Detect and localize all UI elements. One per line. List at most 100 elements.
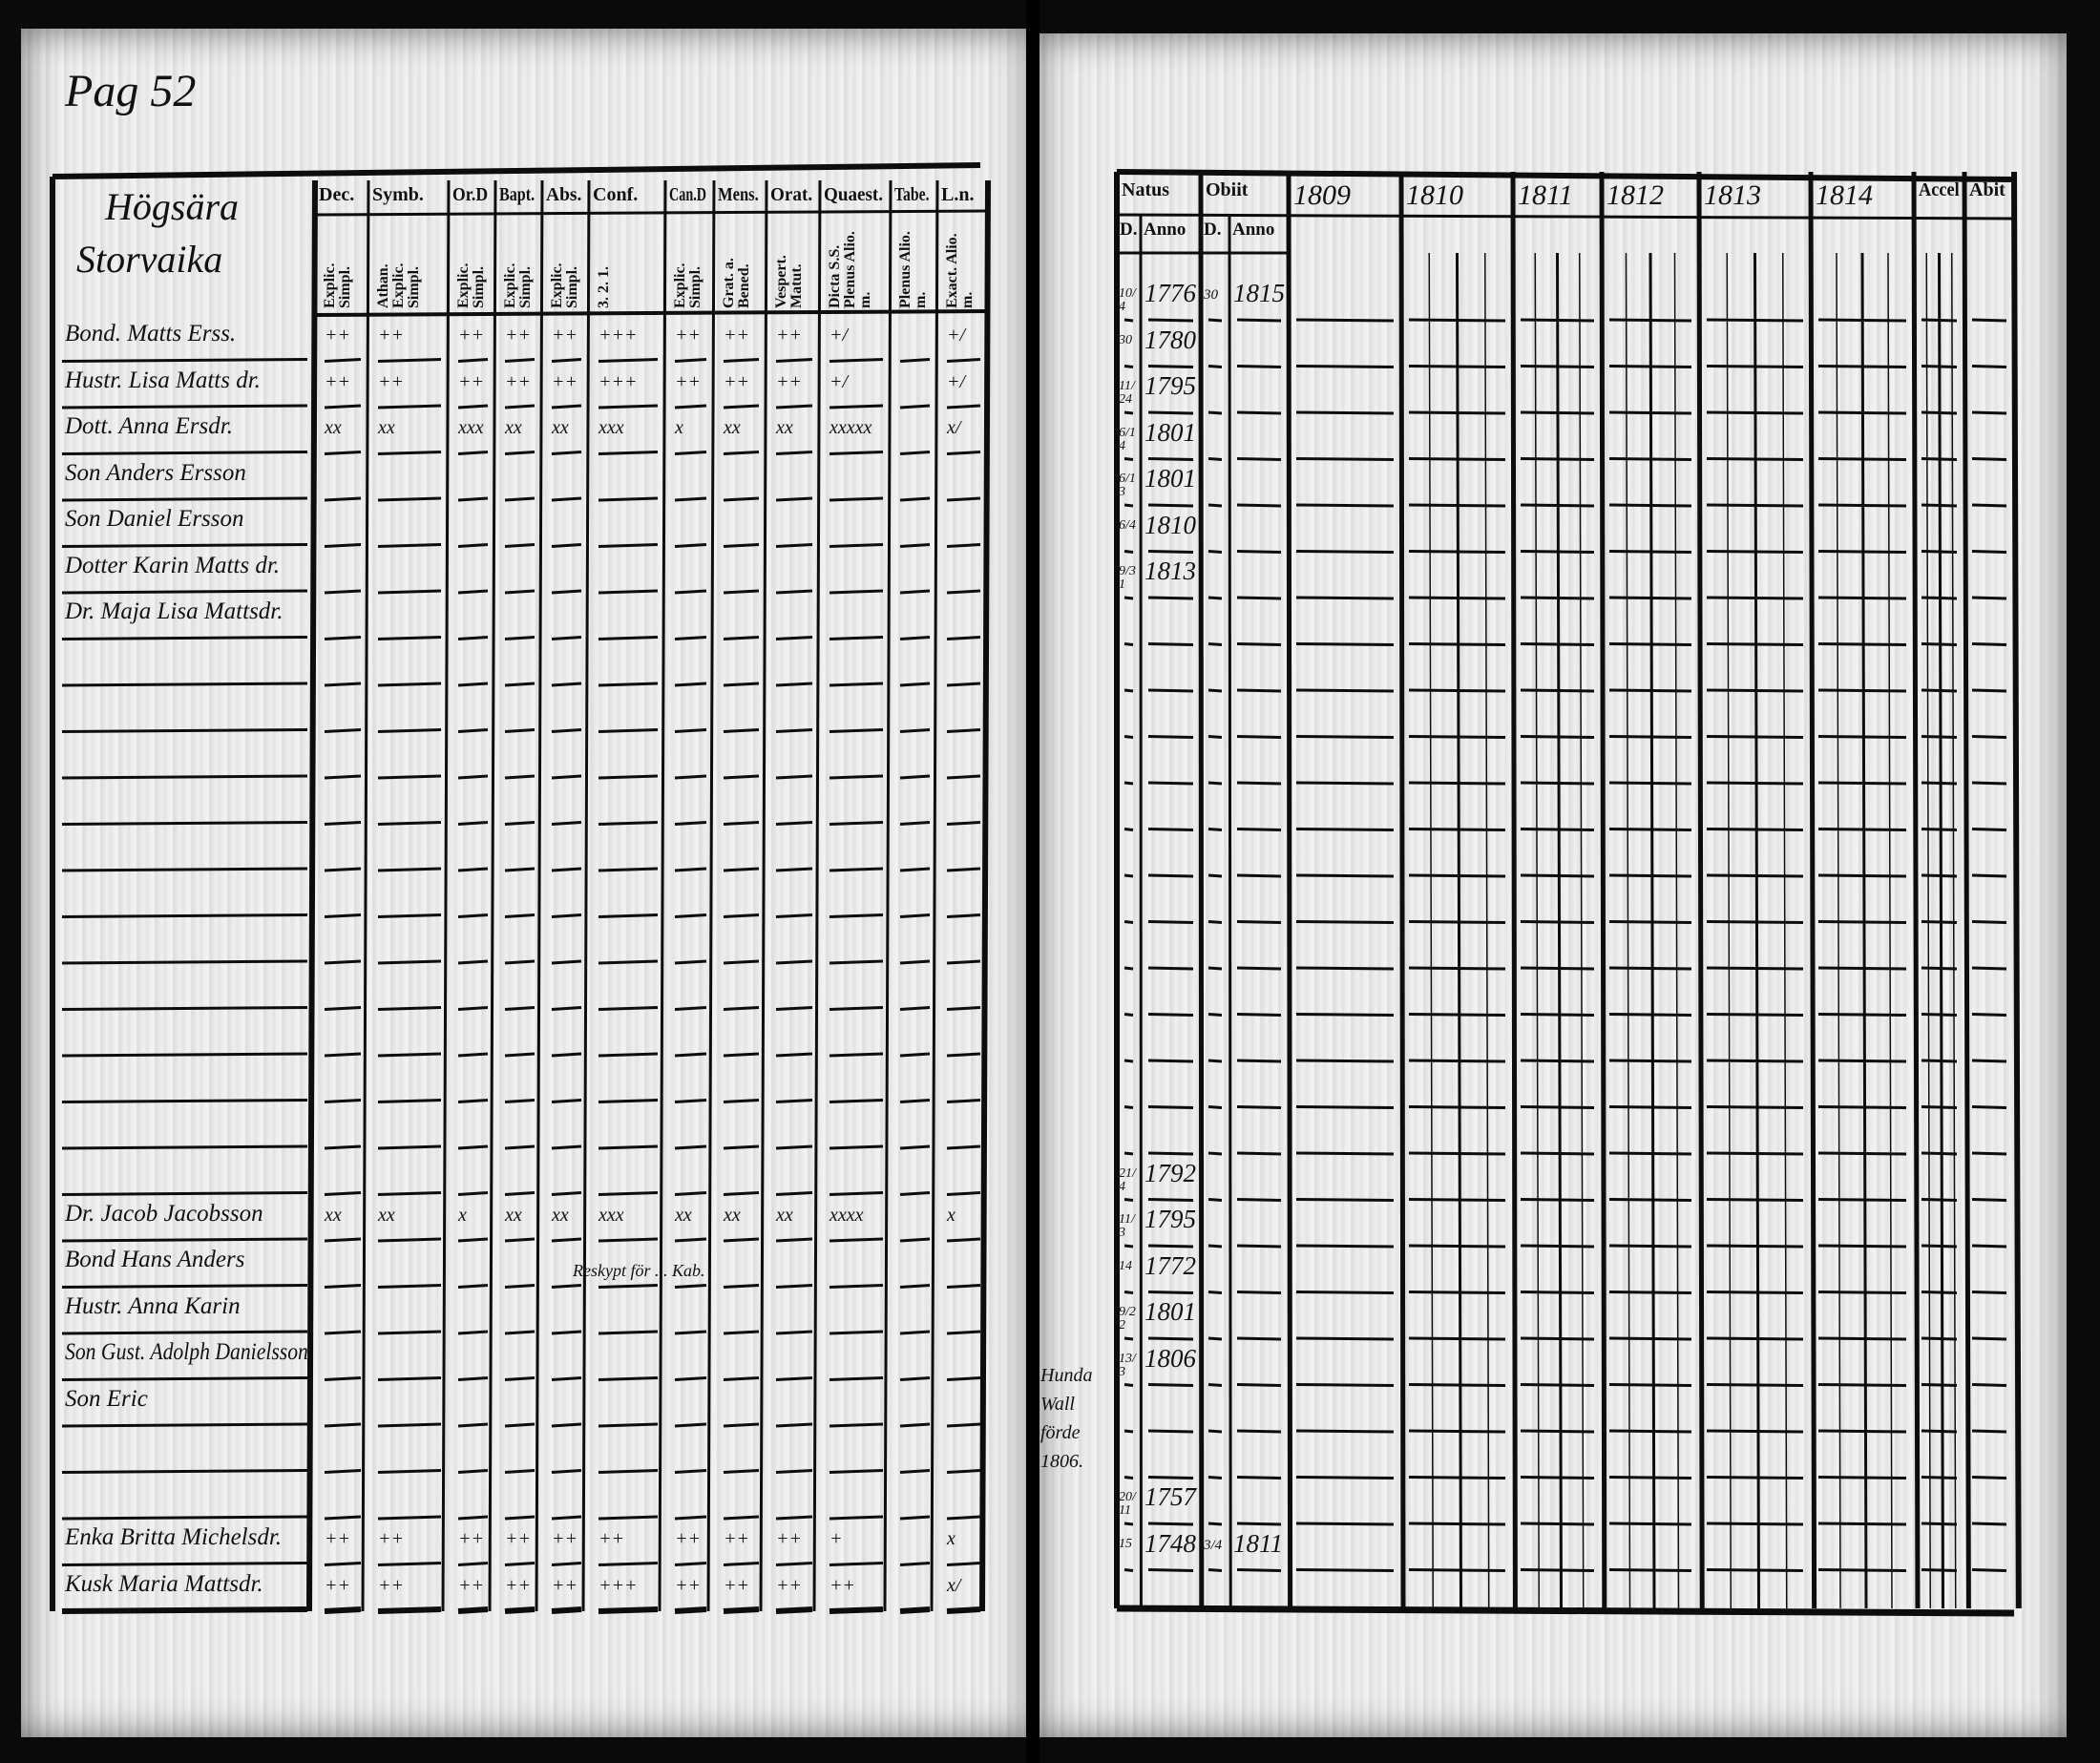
row-rule: [1236, 828, 1282, 831]
row-rule: [598, 1562, 659, 1566]
row-rule: [829, 451, 884, 455]
row-rule: [723, 451, 760, 455]
row-rule: [1608, 503, 1692, 508]
row-rule: [1236, 1522, 1282, 1526]
row-rule: [1208, 1568, 1223, 1572]
row-rule: [504, 1191, 536, 1196]
row-rule: [946, 959, 981, 965]
row-rule: [723, 1006, 760, 1011]
row-rule: [1520, 1291, 1595, 1294]
row-rule: [674, 774, 707, 780]
catechism-mark: xx: [378, 417, 395, 438]
row-rule: [1608, 735, 1692, 739]
row-rule: [61, 1469, 308, 1474]
sub-column-rule: [1534, 252, 1540, 1609]
row-rule: [899, 1144, 931, 1150]
entry-name: Dott. Anna Ersdr.: [65, 413, 233, 439]
row-rule: [723, 1376, 760, 1381]
column-header: 1813: [1704, 179, 1761, 211]
column-header: 1809: [1293, 179, 1351, 211]
annotation: Reskypt för ... Kab.: [573, 1261, 705, 1280]
row-rule: [377, 1052, 442, 1058]
row-rule: [1295, 828, 1395, 831]
row-rule: [1706, 1429, 1804, 1434]
row-rule: [723, 1284, 760, 1289]
row-rule: [1706, 873, 1804, 878]
catechism-mark: +++: [598, 1574, 638, 1596]
row-rule: [1208, 781, 1223, 786]
row-rule: [1817, 688, 1907, 693]
row-rule: [1124, 920, 1134, 924]
row-rule: [1817, 1476, 1907, 1480]
row-rule: [1971, 457, 2007, 461]
row-rule: [61, 867, 308, 872]
catechism-mark: xxxxx: [830, 417, 872, 438]
row-rule: [551, 1376, 582, 1381]
catechism-mark: ++: [325, 370, 350, 392]
catechism-mark: ++: [505, 1528, 531, 1549]
row-rule: [1706, 550, 1804, 554]
row-rule: [1147, 828, 1194, 831]
row-rule: [1817, 642, 1907, 646]
birth-day: 9/31: [1119, 564, 1136, 592]
row-rule: [457, 1284, 489, 1289]
row-rule: [1208, 1291, 1223, 1294]
row-rule: [324, 404, 362, 409]
row-rule: [1295, 410, 1395, 415]
row-rule: [598, 1330, 659, 1335]
row-rule: [504, 774, 536, 780]
row-rule: [324, 867, 362, 872]
row-rule: [899, 1606, 931, 1614]
row-rule: [377, 404, 442, 409]
row-rule: [775, 867, 813, 872]
row-rule: [1921, 1244, 1958, 1249]
row-rule: [551, 1469, 582, 1474]
row-rule: [1408, 1244, 1506, 1249]
row-rule: [1295, 503, 1395, 508]
column-subheader: 3. 2. 1.: [597, 266, 612, 308]
row-rule: [674, 1284, 707, 1289]
row-rule: [1921, 688, 1958, 693]
column-header: 1810: [1406, 179, 1463, 211]
column-rule: [488, 179, 497, 1612]
row-rule: [1408, 318, 1506, 323]
row-rule: [457, 1006, 489, 1011]
row-rule: [551, 959, 582, 965]
birth-year: 1795: [1144, 1205, 1196, 1233]
entry-name: Enka Britta Michelsdr.: [65, 1524, 283, 1550]
column-header: Can.D: [669, 184, 707, 205]
birth-year: 1813: [1144, 556, 1196, 585]
row-rule: [829, 867, 884, 872]
column-subheader: Explic. Simpl.: [673, 262, 704, 308]
row-rule: [1408, 735, 1506, 739]
row-rule: [457, 1052, 489, 1058]
row-rule: [775, 1052, 813, 1058]
row-rule: [551, 1006, 582, 1011]
row-rule: [1608, 1105, 1692, 1109]
row-rule: [598, 1469, 659, 1474]
row-rule: [1295, 1013, 1395, 1017]
row-rule: [1817, 1151, 1907, 1156]
row-rule: [1608, 688, 1692, 693]
row-rule: [674, 1422, 707, 1428]
row-rule: [457, 1237, 489, 1243]
column-rule: [1198, 171, 1205, 1609]
row-rule: [1817, 1336, 1907, 1341]
row-rule: [504, 404, 536, 409]
row-rule: [1124, 1198, 1134, 1202]
row-rule: [504, 496, 536, 502]
row-rule: [1706, 1522, 1804, 1526]
row-rule: [504, 358, 536, 363]
row-rule: [1295, 1291, 1395, 1294]
row-rule: [1971, 1105, 2007, 1109]
row-rule: [946, 1099, 981, 1103]
row-rule: [324, 1052, 362, 1058]
row-rule: [324, 821, 362, 826]
row-rule: [504, 867, 536, 872]
catechism-mark: ++: [776, 325, 802, 346]
row-rule: [598, 913, 659, 918]
column-subheader: Exact. Alio. m.: [945, 233, 976, 308]
row-rule: [723, 636, 760, 640]
column-header: 1812: [1606, 179, 1664, 211]
row-rule: [457, 1606, 489, 1614]
